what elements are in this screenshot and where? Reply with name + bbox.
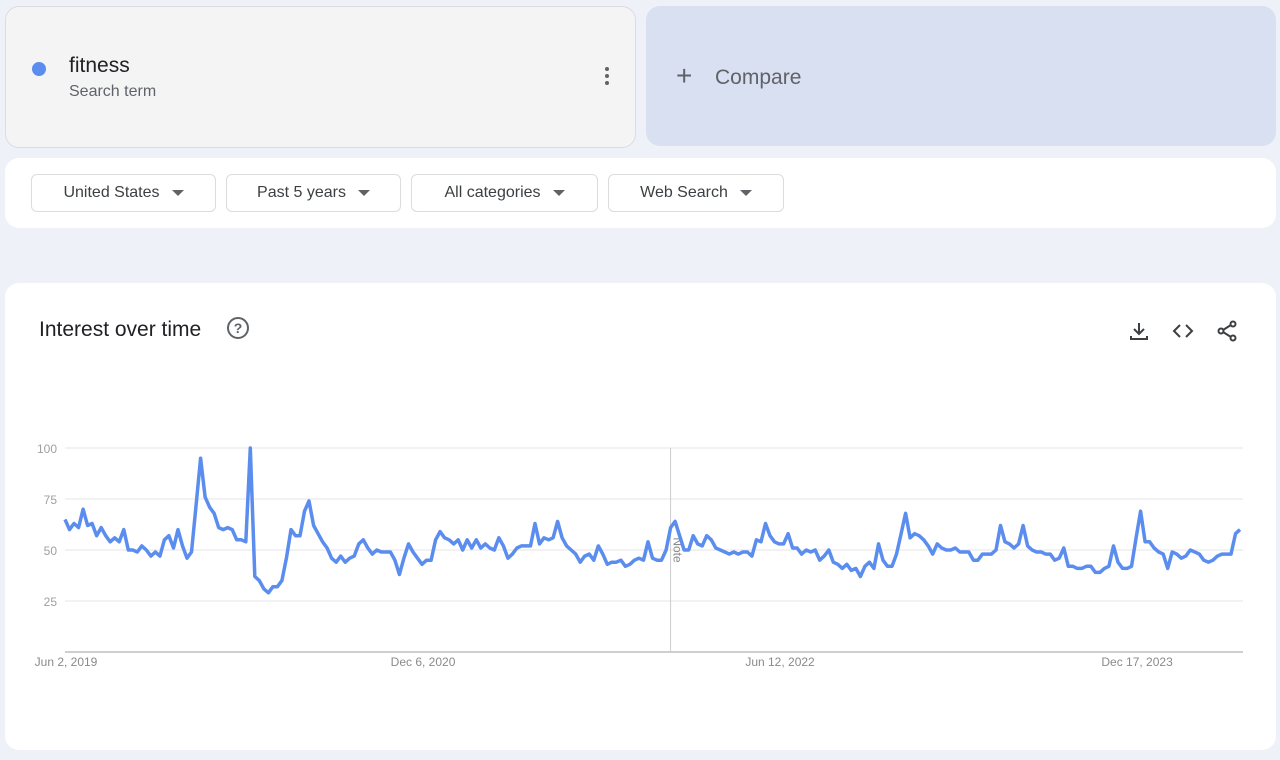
series-color-dot [32, 62, 46, 76]
dropdown-label: All categories [444, 184, 541, 201]
card-title: Interest over time [39, 318, 202, 341]
embed-icon[interactable] [1171, 319, 1195, 343]
region-dropdown[interactable]: United States [31, 174, 216, 212]
caret-down-icon [552, 190, 565, 196]
dropdown-label: United States [63, 184, 160, 201]
compare-label: Compare [715, 66, 802, 89]
y-tick-label: 100 [37, 442, 57, 456]
y-tick-label: 50 [44, 544, 58, 558]
search-term-card: fitness Search term [5, 6, 636, 148]
dropdown-label: Past 5 years [257, 184, 346, 201]
compare-button[interactable]: + Compare [646, 6, 1276, 146]
search-type-dropdown[interactable]: Web Search [608, 174, 784, 212]
y-tick-label: 25 [44, 595, 58, 609]
more-vert-icon[interactable] [603, 67, 611, 89]
caret-down-icon [357, 190, 370, 196]
download-icon[interactable] [1127, 319, 1151, 343]
search-term-subtitle: Search term [69, 83, 157, 100]
series-line-fitness [63, 446, 1242, 595]
help-icon[interactable]: ? [227, 317, 249, 339]
time-range-dropdown[interactable]: Past 5 years [226, 174, 401, 212]
x-tick-label: Dec 6, 2020 [391, 655, 456, 669]
caret-down-icon [739, 190, 752, 196]
filter-bar: United States Past 5 years All categorie… [5, 158, 1276, 228]
x-tick-label: Jun 12, 2022 [745, 655, 815, 669]
share-icon[interactable] [1215, 319, 1239, 343]
y-tick-label: 75 [44, 493, 58, 507]
x-tick-label: Jun 2, 2019 [35, 655, 98, 669]
dropdown-label: Web Search [640, 184, 728, 201]
search-term-name[interactable]: fitness [69, 54, 130, 77]
caret-down-icon [171, 190, 184, 196]
category-dropdown[interactable]: All categories [411, 174, 598, 212]
plus-icon: + [676, 60, 693, 91]
x-tick-label: Dec 17, 2023 [1101, 655, 1173, 669]
